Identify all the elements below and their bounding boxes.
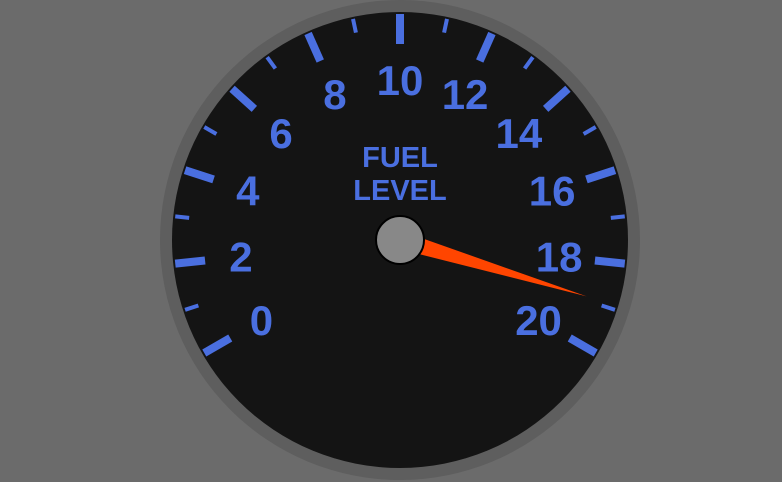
minor-tick: [442, 18, 449, 34]
major-tick: [476, 31, 496, 63]
minor-tick: [203, 125, 218, 136]
major-tick: [174, 256, 206, 268]
major-tick: [202, 334, 233, 357]
tick-label: 6: [269, 110, 292, 157]
major-tick: [594, 256, 626, 268]
tick-label: 14: [496, 110, 543, 157]
tick-label: 2: [229, 234, 252, 281]
tick-label: 0: [250, 297, 273, 344]
minor-tick: [610, 214, 625, 220]
gauge-title-line-2: LEVEL: [353, 175, 446, 207]
tick-label: 10: [377, 57, 424, 104]
major-tick: [542, 85, 571, 112]
major-tick: [304, 31, 324, 63]
minor-tick: [265, 55, 278, 70]
gauge-ticks: [174, 14, 626, 357]
minor-tick: [175, 214, 190, 220]
major-tick: [585, 166, 617, 184]
gauge-title-line-1: FUEL: [362, 142, 438, 174]
minor-tick: [184, 303, 199, 312]
minor-tick: [351, 18, 358, 34]
major-tick: [567, 334, 598, 357]
gauge-needle-hub: [375, 215, 425, 265]
tick-label: 8: [323, 71, 346, 118]
tick-label: 12: [442, 71, 489, 118]
tick-label: 20: [515, 297, 562, 344]
minor-tick: [601, 303, 616, 312]
tick-label: 4: [236, 168, 260, 215]
tick-label: 18: [536, 234, 583, 281]
gauge-needle: [397, 231, 587, 297]
minor-tick: [582, 125, 597, 136]
minor-tick: [522, 55, 535, 70]
tick-label: 16: [529, 168, 576, 215]
major-tick: [183, 166, 215, 184]
major-tick: [229, 85, 258, 112]
